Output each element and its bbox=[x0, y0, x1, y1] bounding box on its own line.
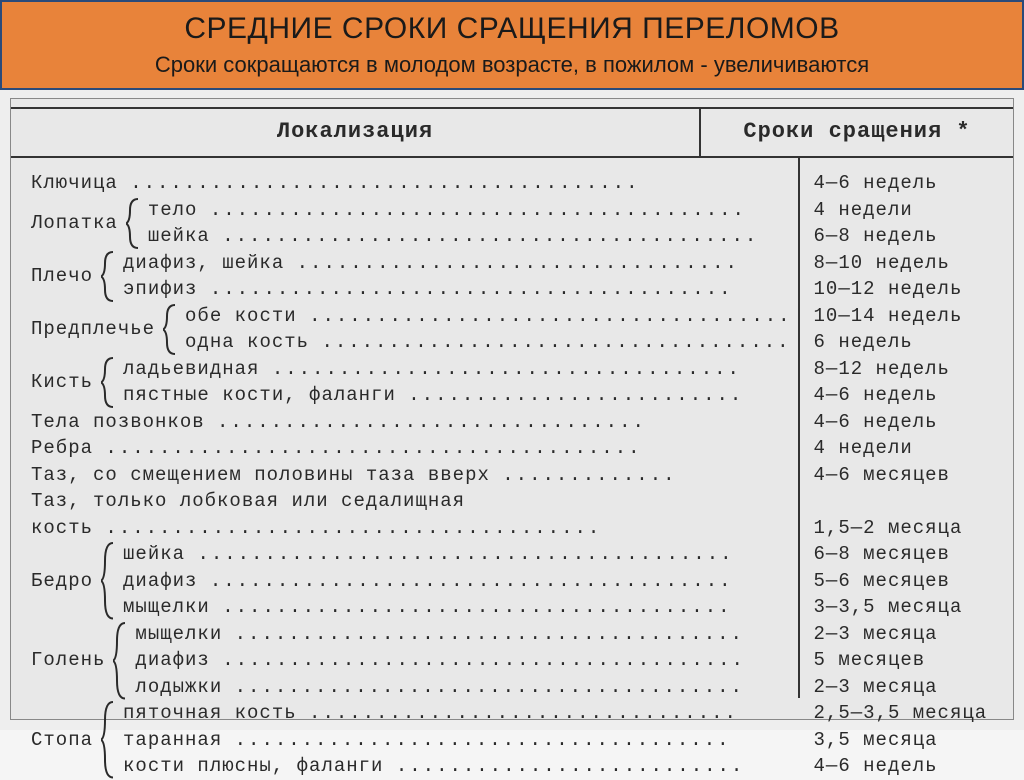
page-subtitle: Сроки сокращаются в молодом возрасте, в … bbox=[22, 52, 1002, 78]
table-row-group: Лопатка тело ............................… bbox=[31, 197, 792, 250]
duration-cell: 4—6 недель bbox=[814, 382, 1009, 409]
table-row: таранная ...............................… bbox=[123, 727, 744, 754]
col-header-duration: Сроки сращения * bbox=[701, 109, 1013, 156]
brace-icon bbox=[99, 541, 123, 621]
duration-cell: 6—8 недель bbox=[814, 223, 1009, 250]
header-banner: СРЕДНИЕ СРОКИ СРАЩЕНИЯ ПЕРЕЛОМОВ Сроки с… bbox=[0, 0, 1024, 90]
table-row: тело ...................................… bbox=[148, 197, 759, 224]
brace-icon bbox=[99, 250, 123, 303]
table-row-group: Бедро шейка .............................… bbox=[31, 541, 792, 621]
table-header-row: Локализация Сроки сращения * bbox=[11, 107, 1013, 158]
table-body-right: 4—6 недель4 недели6—8 недель8—10 недель1… bbox=[800, 158, 1013, 698]
duration-cell: 2—3 месяца bbox=[814, 674, 1009, 701]
group-label: Бедро bbox=[31, 570, 99, 592]
duration-cell: 2—3 месяца bbox=[814, 621, 1009, 648]
table-row: диафиз .................................… bbox=[123, 568, 734, 595]
brace-icon bbox=[161, 303, 185, 356]
brace-icon bbox=[99, 356, 123, 409]
table-row: пяточная кость .........................… bbox=[123, 700, 744, 727]
duration-cell: 4—6 недель bbox=[814, 170, 1009, 197]
group-items: шейка ..................................… bbox=[123, 541, 734, 621]
document-scan-area: Локализация Сроки сращения * Ключица ...… bbox=[0, 90, 1024, 730]
group-label: Стопа bbox=[31, 729, 99, 751]
table-row-group: Плечо диафиз, шейка .....................… bbox=[31, 250, 792, 303]
table-row: шейка ..................................… bbox=[148, 223, 759, 250]
duration-cell: 3,5 месяца bbox=[814, 727, 1009, 754]
table-row: ладьевидная ............................… bbox=[123, 356, 743, 383]
table-row: эпифиз .................................… bbox=[123, 276, 739, 303]
table-body-left: Ключица ................................… bbox=[11, 158, 800, 698]
group-label: Плечо bbox=[31, 265, 99, 287]
table-row: мыщелки ................................… bbox=[135, 621, 745, 648]
duration-cell bbox=[814, 488, 1009, 515]
duration-cell: 6 недель bbox=[814, 329, 1009, 356]
group-label: Голень bbox=[31, 649, 111, 671]
document-scan: Локализация Сроки сращения * Ключица ...… bbox=[10, 98, 1014, 720]
group-items: пяточная кость .........................… bbox=[123, 700, 744, 780]
duration-cell: 8—12 недель bbox=[814, 356, 1009, 383]
table-body: Ключица ................................… bbox=[11, 158, 1013, 698]
duration-cell: 10—12 недель bbox=[814, 276, 1009, 303]
group-items: диафиз, шейка ..........................… bbox=[123, 250, 739, 303]
duration-cell: 5 месяцев bbox=[814, 647, 1009, 674]
table-row: Таз, со смещением половины таза вверх ..… bbox=[31, 462, 792, 489]
table-row: одна кость .............................… bbox=[185, 329, 792, 356]
group-items: мыщелки ................................… bbox=[135, 621, 745, 701]
duration-cell: 4—6 недель bbox=[814, 753, 1009, 780]
group-label: Лопатка bbox=[31, 212, 124, 234]
duration-cell: 3—3,5 месяца bbox=[814, 594, 1009, 621]
duration-cell: 4 недели bbox=[814, 197, 1009, 224]
group-items: тело ...................................… bbox=[148, 197, 759, 250]
group-items: обе кости ..............................… bbox=[185, 303, 792, 356]
table-row-group: Голень мыщелки ..........................… bbox=[31, 621, 792, 701]
table-row: пястные кости, фаланги .................… bbox=[123, 382, 743, 409]
duration-cell: 5—6 месяцев bbox=[814, 568, 1009, 595]
brace-icon bbox=[124, 197, 148, 250]
table-row-group: Кисть ладьевидная .......................… bbox=[31, 356, 792, 409]
col-header-localization: Локализация bbox=[11, 109, 701, 156]
table-row: Ключица ................................… bbox=[31, 170, 792, 197]
duration-cell: 10—14 недель bbox=[814, 303, 1009, 330]
brace-icon bbox=[99, 700, 123, 780]
group-label: Кисть bbox=[31, 371, 99, 393]
page-title: СРЕДНИЕ СРОКИ СРАЩЕНИЯ ПЕРЕЛОМОВ bbox=[22, 12, 1002, 46]
table-row: мыщелки ................................… bbox=[123, 594, 734, 621]
duration-cell: 1,5—2 месяца bbox=[814, 515, 1009, 542]
table-row: диафиз, шейка ..........................… bbox=[123, 250, 739, 277]
table-row: Ребра ..................................… bbox=[31, 435, 792, 462]
duration-cell: 4—6 недель bbox=[814, 409, 1009, 436]
table-row: кость ..................................… bbox=[31, 515, 792, 542]
table-row: обе кости ..............................… bbox=[185, 303, 792, 330]
table-row: лодыжки ................................… bbox=[135, 674, 745, 701]
table-row-group: Предплечье обе кости ....................… bbox=[31, 303, 792, 356]
table-row: диафиз .................................… bbox=[135, 647, 745, 674]
table-row-group: Стопа пяточная кость ....................… bbox=[31, 700, 792, 780]
duration-cell: 6—8 месяцев bbox=[814, 541, 1009, 568]
duration-cell: 8—10 недель bbox=[814, 250, 1009, 277]
table-row: кости плюсны, фаланги ..................… bbox=[123, 753, 744, 780]
brace-icon bbox=[111, 621, 135, 701]
table-row: Тела позвонков .........................… bbox=[31, 409, 792, 436]
duration-cell: 4—6 месяцев bbox=[814, 462, 1009, 489]
duration-cell: 2,5—3,5 месяца bbox=[814, 700, 1009, 727]
table-row: Таз, только лобковая или седалищная bbox=[31, 488, 792, 515]
duration-cell: 4 недели bbox=[814, 435, 1009, 462]
table-row: шейка ..................................… bbox=[123, 541, 734, 568]
group-label: Предплечье bbox=[31, 318, 161, 340]
group-items: ладьевидная ............................… bbox=[123, 356, 743, 409]
